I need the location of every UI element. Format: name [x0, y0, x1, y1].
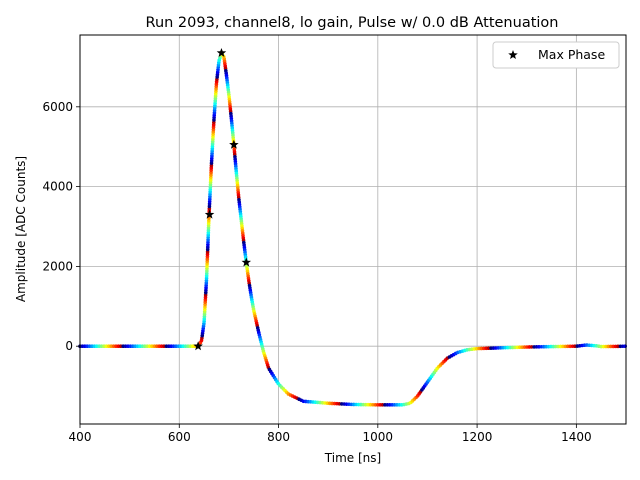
- plot-area: [80, 35, 626, 424]
- y-tick-label: 2000: [42, 259, 73, 273]
- legend-star-marker: [508, 50, 518, 60]
- x-tick-label: 800: [267, 430, 290, 444]
- x-tick-label: 1400: [561, 430, 592, 444]
- max-phase-markers: [193, 47, 252, 351]
- chart-title: Run 2093, channel8, lo gain, Pulse w/ 0.…: [146, 15, 559, 31]
- x-tick-label: 400: [69, 430, 92, 444]
- legend-label: Max Phase: [538, 47, 605, 62]
- y-axis-label: Amplitude [ADC Counts]: [14, 156, 28, 302]
- x-tick-label: 1200: [462, 430, 493, 444]
- max-phase-star: [204, 209, 215, 219]
- x-tick-label: 1000: [363, 430, 394, 444]
- y-axis: 0 2000 4000 6000: [42, 100, 80, 353]
- x-axis: 400 600 800 1000 1200 1400: [69, 424, 592, 444]
- max-phase-star: [216, 47, 227, 57]
- max-phase-star: [241, 257, 252, 267]
- x-tick-label: 600: [168, 430, 191, 444]
- y-tick-label: 4000: [42, 180, 73, 194]
- max-phase-star: [229, 139, 239, 149]
- max-phase-star: [193, 341, 203, 351]
- y-tick-label: 6000: [42, 100, 73, 114]
- legend: Max Phase: [492, 41, 620, 69]
- legend-box: [492, 41, 620, 69]
- waveform-points: [78, 51, 627, 407]
- y-tick-label: 0: [65, 339, 73, 353]
- x-axis-label: Time [ns]: [324, 451, 381, 465]
- plot-frame: [79, 34, 627, 425]
